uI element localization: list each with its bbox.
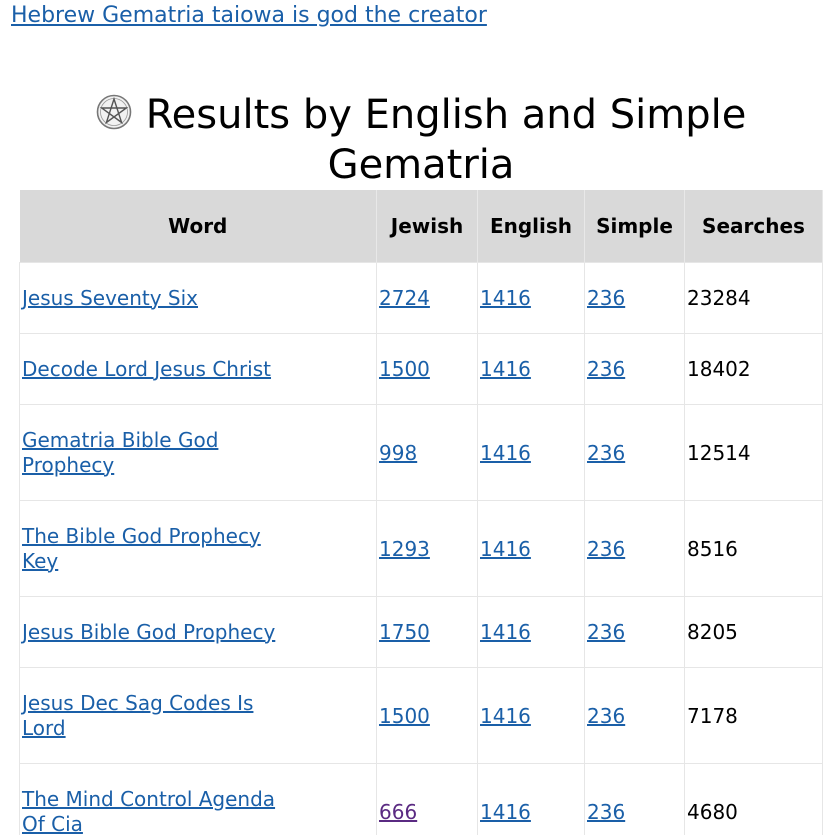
simple-cell: 236: [584, 404, 685, 501]
page-title-line2: Gematria: [327, 142, 515, 188]
table-row: Jesus Seventy Six 2724 1416 236 23284: [19, 262, 823, 334]
english-cell: 1416: [477, 596, 585, 668]
word-cell: Decode Lord Jesus Christ: [19, 333, 377, 405]
jewish-value-link[interactable]: 1293: [379, 536, 430, 561]
english-value-link[interactable]: 1416: [480, 536, 531, 561]
simple-cell: 236: [584, 763, 685, 835]
english-value-link[interactable]: 1416: [480, 620, 531, 644]
word-cell: Jesus Bible God Prophecy: [19, 596, 377, 668]
simple-cell: 236: [584, 262, 685, 334]
jewish-value-link[interactable]: 2724: [379, 286, 430, 310]
table-row: The Mind Control Agenda Of Cia 666 1416 …: [19, 763, 823, 835]
english-cell: 1416: [477, 763, 585, 835]
jewish-cell: 1500: [376, 667, 478, 764]
jewish-cell: 2724: [376, 262, 478, 334]
pentacle-icon: [96, 94, 131, 130]
jewish-value-link[interactable]: 1500: [379, 357, 430, 381]
simple-value-link[interactable]: 236: [587, 703, 626, 728]
jewish-cell: 1293: [376, 500, 478, 597]
simple-cell: 236: [584, 500, 685, 597]
searches-cell: 18402: [684, 333, 823, 405]
table-header-row: Word Jewish English Simple Searches: [19, 190, 823, 263]
english-value-link[interactable]: 1416: [480, 286, 531, 310]
results-table: Word Jewish English Simple Searches Jesu…: [19, 190, 823, 835]
word-link[interactable]: Gematria Bible God Prophecy: [22, 427, 219, 477]
english-cell: 1416: [477, 667, 585, 764]
simple-cell: 236: [584, 596, 685, 668]
table-row: The Bible God Prophecy Key 1293 1416 236…: [19, 500, 823, 597]
jewish-cell: 666: [376, 763, 478, 835]
english-value-link[interactable]: 1416: [480, 799, 531, 824]
simple-value-link[interactable]: 236: [587, 440, 626, 465]
simple-value-link[interactable]: 236: [587, 620, 626, 644]
english-value-link[interactable]: 1416: [480, 357, 531, 381]
searches-cell: 8516: [684, 500, 823, 597]
jewish-value-link[interactable]: 998: [379, 440, 418, 465]
table-row: Jesus Bible God Prophecy 1750 1416 236 8…: [19, 596, 823, 668]
english-value-link[interactable]: 1416: [480, 440, 531, 465]
column-header-searches: Searches: [684, 190, 823, 263]
jewish-cell: 1500: [376, 333, 478, 405]
word-cell: The Bible God Prophecy Key: [19, 500, 377, 597]
simple-cell: 236: [584, 667, 685, 764]
jewish-cell: 1750: [376, 596, 478, 668]
column-header-simple: Simple: [584, 190, 685, 263]
word-cell: Gematria Bible God Prophecy: [19, 404, 377, 501]
english-cell: 1416: [477, 333, 585, 405]
searches-cell: 12514: [684, 404, 823, 501]
column-header-word: Word: [19, 190, 377, 263]
word-cell: Jesus Dec Sag Codes Is Lord: [19, 667, 377, 764]
simple-value-link[interactable]: 236: [587, 799, 626, 824]
english-cell: 1416: [477, 500, 585, 597]
searches-cell: 7178: [684, 667, 823, 764]
jewish-value-link[interactable]: 1750: [379, 620, 430, 644]
simple-cell: 236: [584, 333, 685, 405]
english-value-link[interactable]: 1416: [480, 703, 531, 728]
table-row: Decode Lord Jesus Christ 1500 1416 236 1…: [19, 333, 823, 405]
word-link[interactable]: Decode Lord Jesus Christ: [22, 356, 272, 381]
word-link[interactable]: Jesus Bible God Prophecy: [22, 619, 276, 644]
table-row: Jesus Dec Sag Codes Is Lord 1500 1416 23…: [19, 667, 823, 764]
searches-cell: 8205: [684, 596, 823, 668]
word-cell: Jesus Seventy Six: [19, 262, 377, 334]
word-cell: The Mind Control Agenda Of Cia: [19, 763, 377, 835]
page-title-line1: Results by English and Simple: [145, 92, 747, 138]
page-title: Results by English and Simple Gematria: [0, 90, 826, 190]
table-row: Gematria Bible God Prophecy 998 1416 236…: [19, 404, 823, 501]
simple-value-link[interactable]: 236: [587, 357, 626, 381]
simple-value-link[interactable]: 236: [587, 286, 626, 310]
column-header-english: English: [477, 190, 585, 263]
word-link[interactable]: The Mind Control Agenda Of Cia: [22, 786, 276, 835]
column-header-jewish: Jewish: [376, 190, 478, 263]
jewish-value-link[interactable]: 666: [379, 799, 418, 824]
word-link[interactable]: The Bible God Prophecy Key: [22, 523, 261, 573]
english-cell: 1416: [477, 262, 585, 334]
related-search-link[interactable]: Hebrew Gematria taiowa is god the creato…: [11, 3, 487, 28]
jewish-value-link[interactable]: 1500: [379, 703, 430, 728]
english-cell: 1416: [477, 404, 585, 501]
searches-cell: 23284: [684, 262, 823, 334]
simple-value-link[interactable]: 236: [587, 536, 626, 561]
jewish-cell: 998: [376, 404, 478, 501]
searches-cell: 4680: [684, 763, 823, 835]
word-link[interactable]: Jesus Dec Sag Codes Is Lord: [22, 690, 254, 740]
word-link[interactable]: Jesus Seventy Six: [22, 285, 199, 310]
